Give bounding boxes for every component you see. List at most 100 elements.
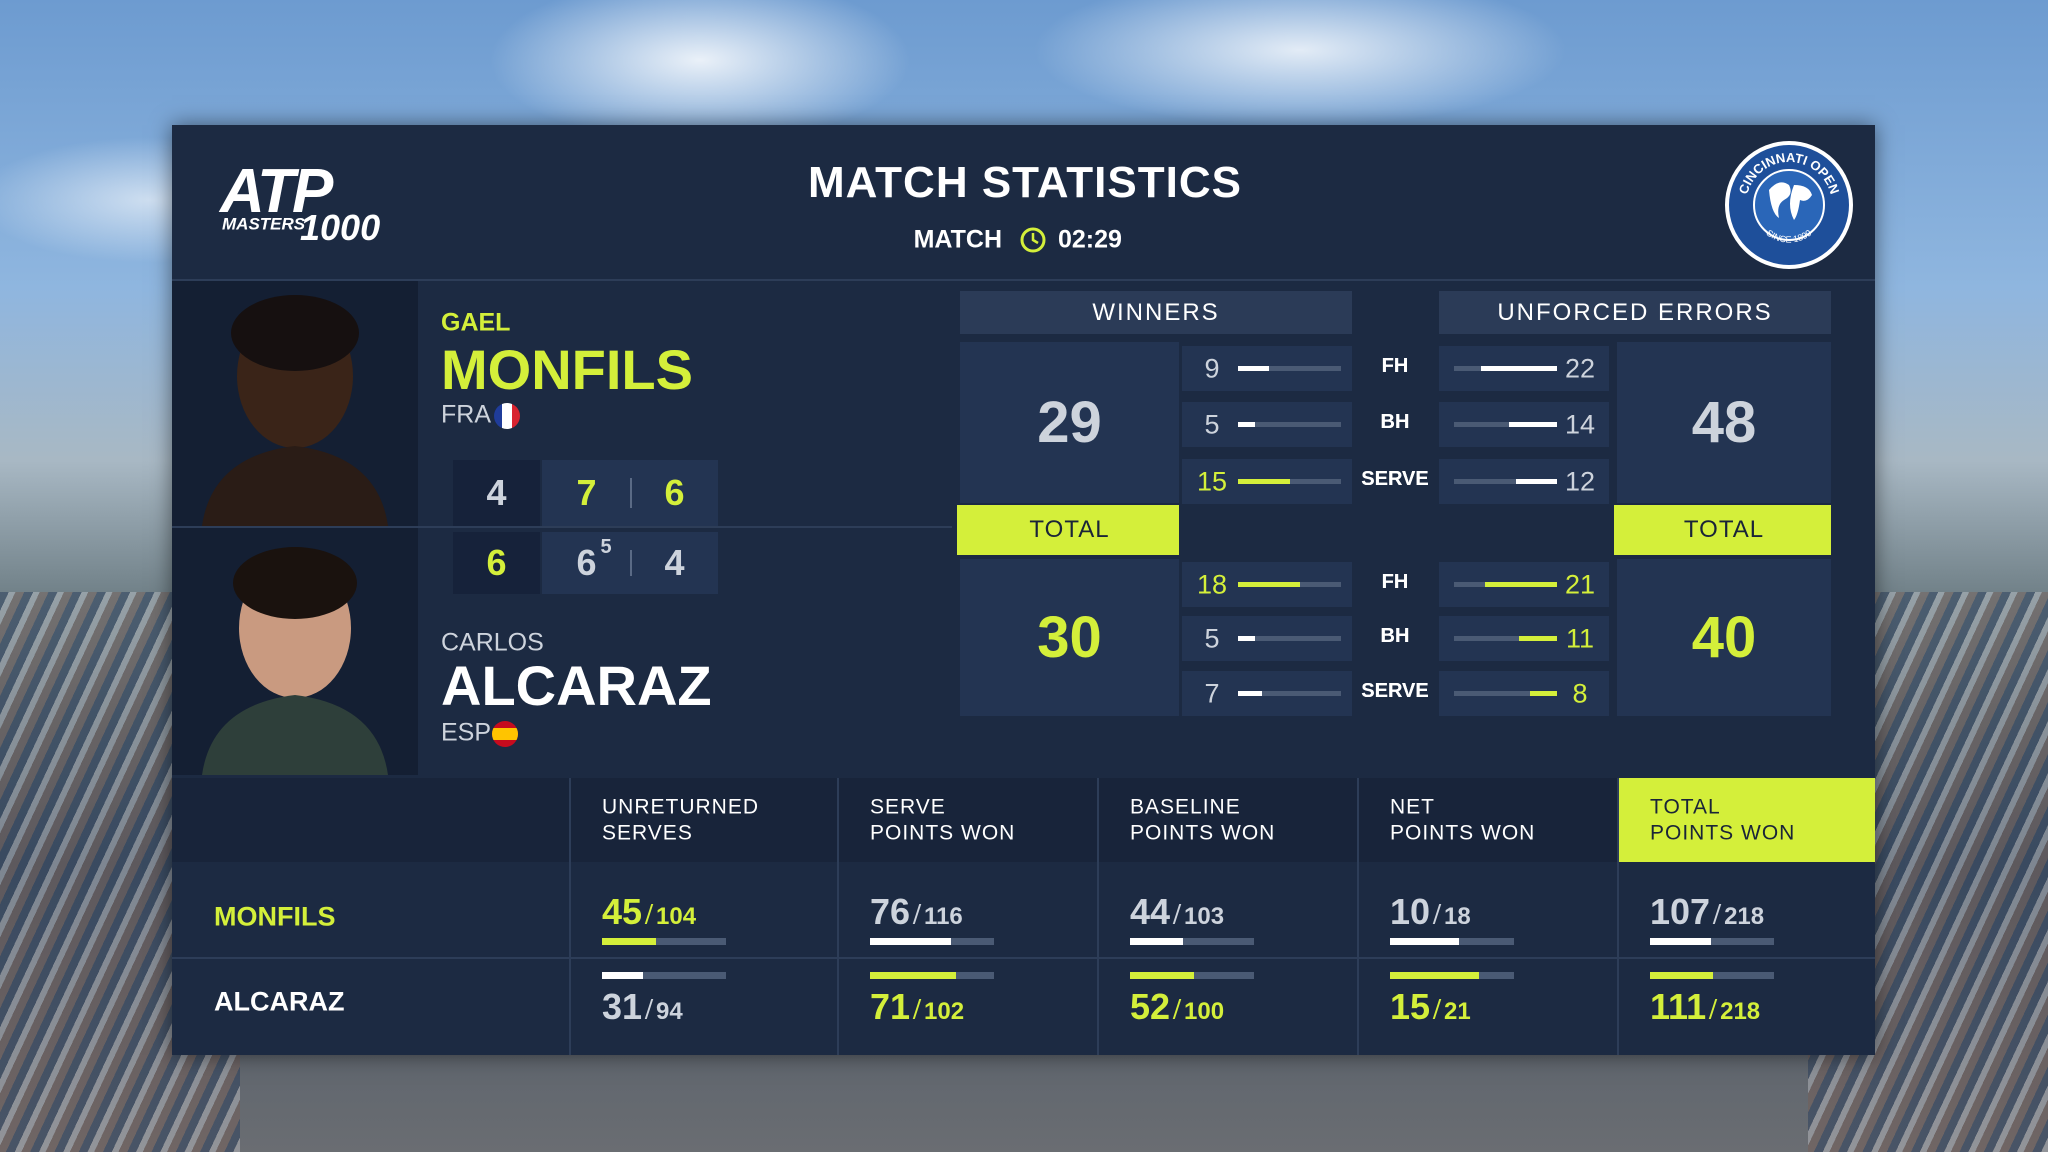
ratio-bar [1130, 938, 1183, 945]
ratio-bar [602, 938, 656, 945]
winners-title: WINNERS [1092, 299, 1220, 326]
slash [644, 904, 654, 924]
stroke-label: SERVE [1361, 468, 1429, 490]
last-name: MONFILS [441, 338, 693, 401]
stroke-bar [1238, 479, 1290, 484]
bar-track [602, 938, 726, 945]
column-label: POINTS WON [1650, 821, 1796, 845]
bar-track [1454, 636, 1557, 641]
fraction: 52 100 [1130, 989, 1224, 1025]
stroke-bar [1519, 636, 1557, 641]
slash [912, 999, 922, 1019]
column-label: POINTS WON [870, 821, 1016, 845]
stroke-value: 5 [1204, 623, 1220, 654]
stroke-bar [1238, 691, 1263, 696]
total-box [960, 342, 1179, 503]
stroke-bar [1238, 366, 1269, 371]
ratio-bar [1650, 972, 1714, 979]
total: 100 [1184, 998, 1225, 1025]
flag-esp [492, 721, 518, 747]
ratio-bar [1390, 938, 1459, 945]
fraction: 10 18 [1390, 894, 1471, 930]
stroke-bar [1238, 636, 1256, 641]
brand-series: MASTERS [222, 214, 306, 234]
column-label: UNRETURNED [602, 795, 759, 819]
total-label: TOTAL [1683, 516, 1765, 543]
row-divider [172, 526, 952, 528]
bar-track [1454, 691, 1557, 696]
col-divider [837, 778, 839, 1055]
bar-track [1454, 479, 1557, 484]
total: 94 [656, 998, 683, 1025]
stroke-bar [1238, 422, 1256, 427]
stroke-label: FH [1381, 571, 1409, 593]
won: 52 [1130, 986, 1171, 1027]
total-box [1617, 342, 1831, 503]
ratio-bar [870, 938, 952, 945]
stroke-value: 7 [1204, 678, 1220, 709]
slash [912, 904, 922, 924]
flag-fra [494, 403, 520, 429]
match-time: 02:29 [1058, 225, 1122, 254]
stroke-label: BH [1380, 625, 1410, 647]
bar-track [1454, 422, 1557, 427]
ratio-bar [870, 972, 957, 979]
ratio-bar [1390, 972, 1479, 979]
total-label-bg [1614, 505, 1831, 555]
stroke-value: 8 [1572, 678, 1588, 709]
fraction: 45 104 [602, 894, 696, 930]
stroke-value: 22 [1564, 353, 1596, 384]
section-header [1439, 291, 1831, 334]
title: MATCH STATISTICS [808, 158, 1242, 207]
stroke-value: 14 [1564, 409, 1596, 440]
brand-level: 1000 [300, 207, 381, 248]
stroke-value: 21 [1564, 569, 1596, 600]
slash [1432, 904, 1442, 924]
stroke-label: BH [1380, 411, 1410, 433]
stroke-value: 11 [1565, 623, 1595, 654]
column-label: BASELINE [1130, 795, 1241, 819]
bar-track [1130, 938, 1254, 945]
tiebreak: 5 [600, 536, 612, 558]
logo-since-path: SINCE 1899 [1765, 228, 1814, 245]
clock-icon [1020, 227, 1046, 253]
won: 10 [1390, 891, 1431, 932]
stroke-label: SERVE [1361, 680, 1429, 702]
col-divider [1617, 778, 1619, 1055]
slash [1708, 999, 1718, 1019]
total-box [960, 559, 1179, 716]
stroke-label: FH [1381, 355, 1409, 377]
bar-track [602, 972, 726, 979]
won: 45 [602, 891, 643, 932]
stroke-value: 9 [1204, 353, 1220, 384]
stroke-label: SERVE [1361, 468, 1429, 490]
col-divider [569, 778, 571, 1055]
first-name: GAEL [441, 308, 511, 337]
row-name: ALCARAZ [214, 986, 345, 1017]
stroke-value: 18 [1196, 569, 1228, 600]
won: 111 [1650, 986, 1707, 1027]
column-label: SERVES [602, 821, 693, 845]
col-divider [1097, 778, 1099, 1055]
total: 102 [924, 998, 965, 1025]
total: 103 [1184, 903, 1225, 930]
stroke-bar [1508, 422, 1557, 427]
set-cell [453, 532, 540, 594]
stroke-bar [1529, 691, 1557, 696]
set-games: 4 [486, 472, 507, 513]
ratio-bar [1130, 972, 1195, 979]
bar-track [1238, 366, 1341, 371]
table-row-divider [172, 957, 1875, 959]
stroke-label: BH [1380, 625, 1410, 647]
stroke-value: 15 [1196, 466, 1228, 497]
bar-track [1238, 636, 1341, 641]
set-games: 6 [486, 542, 507, 583]
fraction: 107 218 [1650, 894, 1764, 930]
total-label: TOTAL [1029, 516, 1110, 543]
set-cell [453, 460, 540, 526]
stroke-label: FH [1381, 571, 1409, 593]
fraction: 76 116 [870, 894, 963, 930]
slash [1172, 904, 1182, 924]
won: 107 [1650, 891, 1711, 932]
